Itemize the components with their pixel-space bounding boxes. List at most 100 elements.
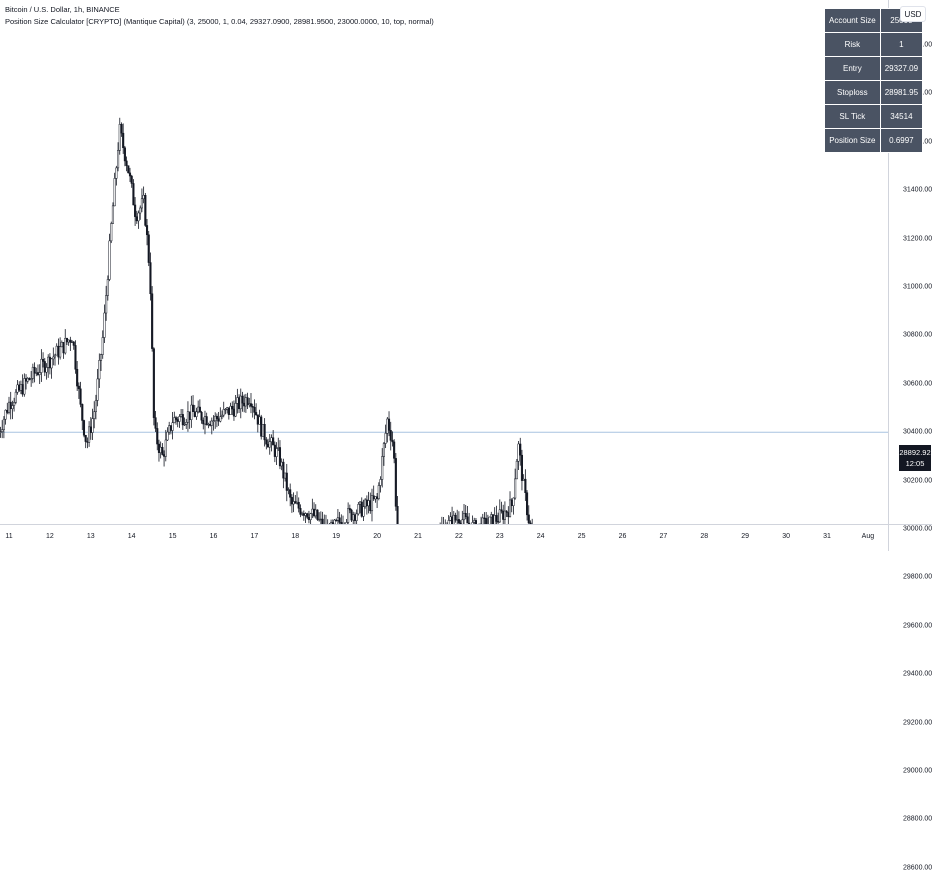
candle (376, 493, 378, 508)
candle (378, 482, 380, 500)
candle (301, 512, 303, 516)
time-tick-label: 23 (496, 533, 504, 540)
candle (160, 441, 162, 458)
candle (223, 402, 225, 418)
candle (499, 499, 501, 523)
candle (245, 394, 247, 413)
candle (393, 439, 395, 463)
candle (81, 403, 83, 430)
candle (112, 202, 114, 223)
candle (375, 496, 377, 502)
chart-pane[interactable] (0, 0, 888, 524)
candle (138, 210, 140, 228)
candle (335, 519, 337, 522)
candle (129, 168, 131, 182)
time-tick-label: 29 (741, 533, 749, 540)
candle (12, 401, 14, 419)
candle (323, 515, 325, 524)
candle (194, 405, 196, 417)
candle (303, 510, 305, 520)
candle (151, 286, 153, 352)
candle (168, 422, 170, 435)
candle (381, 448, 383, 487)
candle (484, 512, 486, 524)
candle (293, 492, 295, 512)
candle (525, 469, 527, 501)
candle (226, 407, 228, 414)
candle (13, 398, 15, 412)
candle (158, 440, 160, 462)
candle (468, 513, 470, 524)
info-value: 34514 (881, 105, 922, 128)
candle (259, 410, 261, 425)
candle (117, 142, 119, 171)
candle (64, 329, 66, 354)
candle (262, 424, 264, 436)
symbol-title[interactable]: Bitcoin / U.S. Dollar, 1h, BINANCE (5, 4, 434, 16)
candle (267, 439, 269, 448)
time-tick-label: 27 (659, 533, 667, 540)
candle (76, 361, 78, 391)
candle (53, 347, 55, 365)
candle (156, 422, 158, 450)
candle (126, 157, 128, 172)
time-tick-label: 28 (700, 533, 708, 540)
candle (235, 395, 237, 417)
candle (506, 510, 508, 517)
candle (24, 373, 26, 396)
position-size-table: Account Size25000Risk1Entry29327.09Stopl… (824, 8, 923, 153)
info-label: Entry (825, 57, 880, 80)
candle (1, 420, 3, 438)
candle (3, 416, 5, 438)
candle (291, 494, 293, 513)
candle (508, 506, 510, 524)
candle (496, 506, 498, 524)
candle (364, 498, 366, 509)
candle (264, 418, 266, 446)
candle (480, 517, 482, 524)
info-value: 0.6997 (881, 129, 922, 152)
candle (18, 381, 20, 392)
candle (46, 363, 48, 380)
candle (347, 502, 349, 524)
candle (472, 515, 474, 524)
price-tick-label: 29600.00 (903, 622, 932, 629)
candle (119, 118, 121, 155)
candle (136, 211, 138, 224)
candle (104, 304, 106, 342)
candle (109, 234, 111, 281)
candle (124, 146, 126, 166)
price-chart[interactable] (0, 0, 888, 524)
candle (10, 392, 12, 419)
candle (187, 401, 189, 431)
indicator-legend[interactable]: Position Size Calculator [CRYPTO] (Manti… (5, 16, 434, 28)
info-value: 1 (881, 33, 922, 56)
candle (8, 397, 10, 415)
candle (87, 437, 89, 448)
candle (213, 415, 215, 431)
candle (162, 443, 164, 455)
candle (148, 231, 150, 266)
candle (392, 431, 394, 446)
currency-button[interactable]: USD (900, 6, 926, 22)
candle (492, 514, 494, 524)
candle (71, 340, 73, 343)
candle (116, 166, 118, 186)
candle (150, 253, 152, 301)
time-tick-label: Aug (862, 533, 874, 540)
candle (131, 175, 133, 188)
candle (250, 393, 252, 413)
time-tick-label: 22 (455, 533, 463, 540)
candle (141, 188, 143, 212)
time-tick-label: 21 (414, 533, 422, 540)
candle (279, 440, 281, 469)
candle (174, 412, 176, 424)
time-tick-label: 16 (210, 533, 218, 540)
candle (97, 369, 99, 406)
candle (296, 491, 298, 504)
price-tick-label: 28800.00 (903, 816, 932, 823)
candle (143, 187, 145, 204)
info-value: 29327.09 (881, 57, 922, 80)
